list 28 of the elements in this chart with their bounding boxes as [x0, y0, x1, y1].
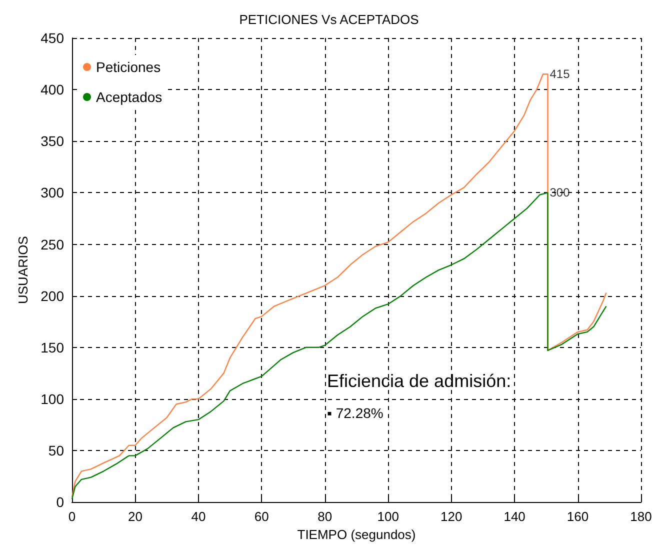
y-tick-label: 100	[40, 390, 64, 407]
x-tick-label: 140	[504, 509, 526, 524]
annotation: 415	[550, 67, 570, 82]
annotation: Eficiencia de admisión:	[327, 371, 512, 391]
x-tick-label: 100	[377, 509, 399, 524]
y-tick-label: 250	[40, 236, 64, 252]
y-tick-label: 0	[56, 494, 64, 510]
legend-label: Aceptados	[96, 89, 162, 105]
x-tick-label: 180	[630, 509, 652, 524]
x-tick-label: 20	[128, 509, 142, 524]
x-tick-label: 160	[566, 509, 589, 524]
annotation: ▪ 72.28%	[327, 405, 384, 421]
x-axis-title: TIEMPO (segundos)	[297, 527, 416, 542]
y-tick-label: 200	[40, 288, 64, 304]
y-tick-label: 150	[40, 339, 64, 356]
x-tick-label: 0	[68, 509, 76, 524]
y-tick-label: 450	[40, 30, 64, 46]
legend-label: Peticiones	[96, 59, 161, 75]
y-axis-title: USUARIOS	[16, 236, 31, 304]
x-tick-label: 60	[254, 509, 269, 524]
chart-title: PETICIONES Vs ACEPTADOS	[239, 12, 420, 27]
x-tick-label: 120	[440, 509, 462, 524]
y-tick-label: 50	[48, 442, 64, 459]
x-tick-label: 40	[191, 509, 206, 524]
y-tick-label: 400	[40, 82, 64, 98]
y-tick-label: 300	[40, 184, 64, 201]
y-tick-label: 350	[40, 133, 64, 150]
x-tick-label: 80	[318, 509, 332, 524]
